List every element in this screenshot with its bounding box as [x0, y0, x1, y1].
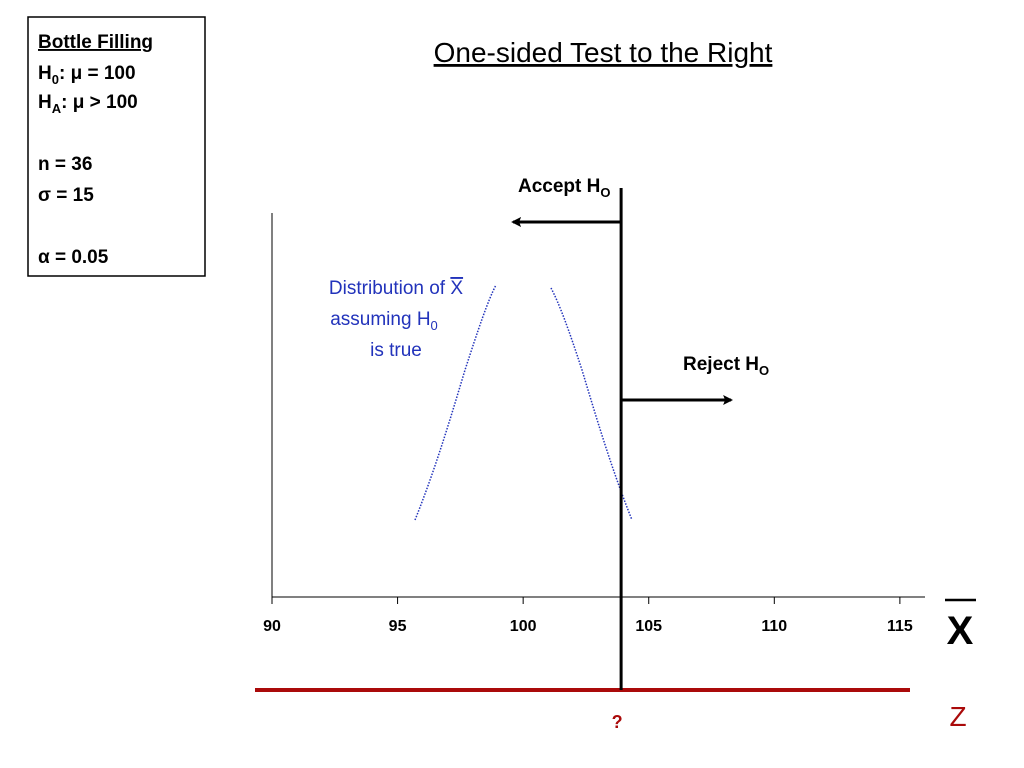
subscript: 0 [431, 318, 438, 333]
curve-label-line: assuming H0 [330, 309, 438, 333]
distribution-curve [414, 284, 497, 521]
null-hypothesis: H0: μ = 100 [38, 63, 136, 87]
x-tick-label: 110 [761, 618, 787, 635]
reject-label: Reject HO [683, 354, 769, 378]
info-box [27, 16, 206, 277]
x-tick-label: 90 [263, 618, 281, 635]
x-tick-label: 105 [635, 618, 662, 635]
curve-label-line: is true [370, 340, 422, 361]
subscript: A [52, 101, 62, 116]
accept-label: Accept HO [518, 176, 610, 200]
subscript: O [600, 185, 610, 200]
symbol: X [450, 278, 463, 299]
x-tick-label: 100 [510, 618, 537, 635]
x-tick-label: 95 [389, 618, 407, 635]
sample-size: n = 36 [38, 154, 92, 175]
text: Distribution of [329, 278, 450, 299]
z-label: Z [949, 701, 966, 732]
symbol: H [38, 63, 52, 84]
curve-label-line: Distribution of X [329, 278, 463, 299]
text: Accept H [518, 176, 600, 197]
subscript: O [759, 363, 769, 378]
alt-hypothesis: HA: μ > 100 [38, 92, 138, 116]
x-tick-label: 115 [887, 618, 913, 635]
subscript: 0 [52, 72, 59, 87]
text: assuming H [330, 309, 430, 330]
title: One-sided Test to the Right [434, 37, 773, 68]
curve-label: Distribution of X assuming H0 is true [329, 278, 463, 361]
statement: : μ > 100 [61, 92, 138, 113]
x-axis-label: X [947, 609, 974, 653]
distribution-curve [550, 287, 633, 521]
alpha: α = 0.05 [38, 247, 109, 268]
z-critical-label: ? [612, 712, 623, 732]
text: Reject H [683, 354, 759, 375]
symbol: H [38, 92, 52, 113]
statement: : μ = 100 [59, 63, 136, 84]
box-heading: Bottle Filling [38, 32, 153, 53]
sigma: σ = 15 [38, 185, 94, 206]
info-text: Bottle Filling H0: μ = 100 HA: μ > 100 n… [38, 32, 153, 268]
